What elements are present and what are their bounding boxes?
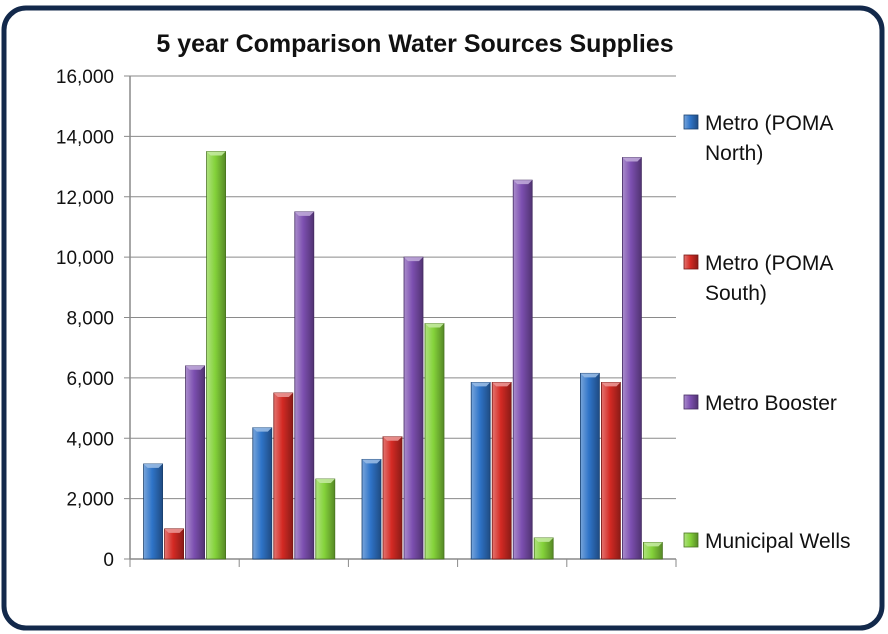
legend-label: Municipal Wells [705,530,851,553]
bar: Municipal Wells: 550 [643,541,663,560]
bar: Metro Booster: 12550 [512,179,533,560]
legend-swatch [683,394,699,410]
y-tick-label: 2,000 [66,490,114,511]
bar: Metro (POMA South): 5850 [491,382,512,560]
legend-swatch [683,532,699,548]
legend-swatch [683,254,699,270]
y-tick-label: 0 [103,550,114,571]
y-tick-label: 4,000 [66,429,114,450]
bar: Metro (POMA South): 5500 [273,392,294,560]
bar: Municipal Wells: 13500 [206,151,227,560]
y-tick-label: 8,000 [66,309,114,330]
bar: Metro (POMA South): 4050 [382,436,403,560]
bar: Metro (POMA South): 5850 [601,382,621,560]
legend-item: Municipal Wells [683,530,851,553]
bar: Metro (POMA North): 3300 [361,458,382,560]
bars: Metro (POMA North): 3150Metro (POMA Sout… [143,151,663,560]
legend-item: Metro (POMA South) [683,252,833,305]
bar: Metro (POMA North): 5850 [470,382,491,560]
legend-label: Metro (POMA [705,112,833,135]
bar: Municipal Wells: 2650 [315,478,336,560]
bar: Metro Booster: 10000 [403,256,424,560]
bar: Metro Booster: 11500 [294,211,315,560]
legend-item: Metro (POMA North) [683,112,833,165]
y-tick-label: 6,000 [66,369,114,390]
chart-title: 5 year Comparison Water Sources Supplies [156,30,673,58]
bar: Metro (POMA North): 4350 [252,427,273,560]
bar: Metro (POMA North): 3150 [143,463,164,560]
bar: Metro Booster: 13300 [622,157,642,560]
y-axis-tick-labels: 0 2,000 4,000 6,000 8,000 10,000 12,000 14,000 1… [56,67,114,571]
bar: Municipal Wells: 7800 [424,323,445,560]
bar: Metro Booster: 6400 [185,365,206,560]
legend-item: Metro Booster [683,392,837,415]
bar: Municipal Wells: 700 [533,537,554,560]
bar: Metro (POMA North): 6150 [580,372,600,560]
legend-label: Metro (POMA [705,252,833,275]
y-tick-label: 14,000 [56,127,114,148]
y-tick-label: 12,000 [56,188,114,209]
y-tick-label: 10,000 [56,248,114,269]
y-tick-label: 16,000 [56,67,114,88]
legend-label: South) [705,282,767,305]
bar: Metro (POMA South): 1000 [164,528,185,560]
legend-label: North) [705,142,763,165]
legend-label: Metro Booster [705,392,837,415]
legend-swatch [683,114,699,130]
